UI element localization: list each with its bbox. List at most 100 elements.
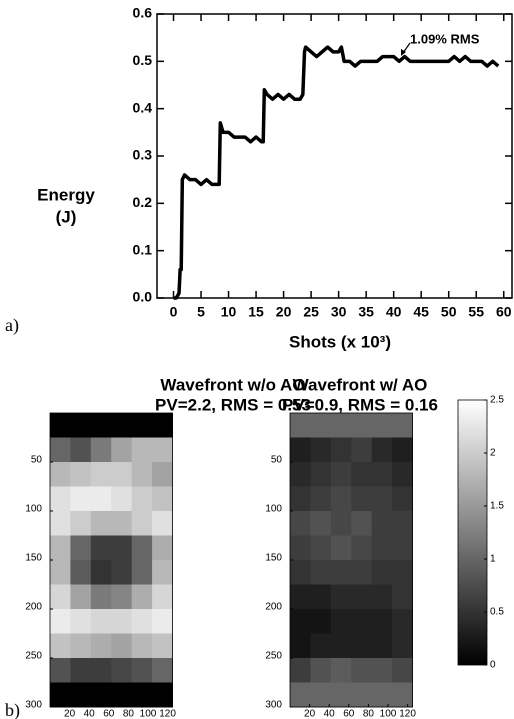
- y-tick-label: 0.6: [133, 5, 153, 21]
- y-tick-label: 150: [25, 553, 42, 564]
- heatmap-cell: [111, 633, 133, 659]
- heatmap-cell: [371, 658, 393, 683]
- heatmap-cell: [310, 462, 332, 487]
- y-tick-label: 100: [25, 504, 42, 515]
- panel-label: a): [5, 315, 19, 336]
- heatmap-cell: [50, 462, 71, 487]
- y-tick-label: 200: [25, 602, 42, 613]
- heatmap-cell: [90, 535, 112, 561]
- x-tick-label: 15: [248, 304, 264, 320]
- heatmap-cell: [392, 609, 413, 634]
- heatmap-cell: [290, 609, 311, 634]
- y-tick-label: 50: [271, 455, 283, 466]
- heatmap-cell: [50, 682, 71, 708]
- heatmap-cell: [111, 560, 133, 585]
- heatmap-cell: [351, 413, 373, 438]
- heatmap-cell: [330, 437, 352, 463]
- heatmap-cell: [290, 462, 311, 487]
- heatmap-cell: [290, 413, 311, 438]
- heatmap-cell: [310, 584, 332, 610]
- heatmap-cell: [131, 413, 153, 438]
- heatmap-cell: [70, 658, 92, 683]
- heatmap-cell: [351, 560, 373, 585]
- x-axis-label: Shots (x 10³): [289, 332, 391, 351]
- heatmap-cell: [371, 682, 393, 708]
- y-tick-label: 300: [265, 700, 282, 711]
- heatmap-cell: [90, 560, 112, 585]
- heatmap-cell: [330, 560, 352, 585]
- heatmap-cell: [392, 535, 413, 561]
- y-tick-label: 50: [31, 455, 43, 466]
- heatmap-cell: [371, 413, 393, 438]
- heatmap-cell: [90, 682, 112, 708]
- heatmap-cell: [152, 437, 173, 463]
- heatmap-cell: [310, 511, 332, 536]
- heatmap-cell: [50, 658, 71, 683]
- colorbar-tick-label: 0: [490, 660, 496, 671]
- heatmap-cell: [290, 535, 311, 561]
- colorbar: [457, 399, 488, 666]
- heatmap-cell: [330, 658, 352, 683]
- heatmap-cell: [70, 486, 92, 512]
- heatmap-cell: [351, 633, 373, 659]
- x-tick-label: 60: [496, 304, 512, 320]
- x-tick-label: 80: [363, 709, 375, 719]
- heatmap-cell: [131, 584, 153, 610]
- heatmap-cell: [50, 560, 71, 585]
- heatmap-cell: [371, 560, 393, 585]
- heatmap-cell: [70, 584, 92, 610]
- heatmap-cell: [330, 462, 352, 487]
- heatmap-cell: [371, 462, 393, 487]
- x-tick-label: 40: [386, 304, 402, 320]
- x-tick-label: 40: [84, 709, 96, 719]
- heatmap-cell: [131, 486, 153, 512]
- x-tick-label: 5: [197, 304, 205, 320]
- heatmap-cell: [392, 658, 413, 683]
- y-axis-label: (J): [56, 207, 77, 226]
- heatmap-cell: [392, 511, 413, 536]
- x-tick-label: 20: [304, 709, 316, 719]
- x-tick-label: 25: [303, 304, 319, 320]
- heatmap-cell: [330, 535, 352, 561]
- x-tick-label: 20: [64, 709, 76, 719]
- heatmap-cell: [351, 535, 373, 561]
- x-tick-label: 100: [140, 709, 157, 719]
- x-tick-label: 50: [441, 304, 457, 320]
- heatmap-cell: [310, 633, 332, 659]
- heatmap-cell: [371, 437, 393, 463]
- heatmap-cell: [90, 413, 112, 438]
- y-tick-label: 100: [265, 504, 282, 515]
- heatmap-cell: [70, 609, 92, 634]
- heatmap-cell: [310, 609, 332, 634]
- heatmap-cell: [290, 658, 311, 683]
- heatmap-cell: [152, 413, 173, 438]
- heatmap-cell: [392, 633, 413, 659]
- map-title: Wavefront w/o AO: [160, 375, 305, 394]
- heatmap-cell: [351, 486, 373, 512]
- heatmap-cell: [371, 511, 393, 536]
- heatmap-cell: [152, 633, 173, 659]
- heatmap-cell: [50, 413, 71, 438]
- heatmap-cell: [351, 609, 373, 634]
- heatmap-cell: [50, 535, 71, 561]
- y-tick-label: 250: [25, 651, 42, 662]
- heatmap-cell: [351, 584, 373, 610]
- heatmap-cell: [111, 535, 133, 561]
- x-tick-label: 0: [170, 304, 178, 320]
- heatmap-cell: [392, 437, 413, 463]
- heatmap-cell: [131, 535, 153, 561]
- heatmap-cell: [111, 584, 133, 610]
- x-tick-label: 120: [159, 709, 176, 719]
- heatmap-cell: [131, 682, 153, 708]
- heatmap-cell: [90, 511, 112, 536]
- heatmap-cell: [371, 584, 393, 610]
- heatmap-cell: [111, 462, 133, 487]
- y-tick-label: 200: [265, 602, 282, 613]
- heatmap-cell: [152, 682, 173, 708]
- heatmap-cell: [111, 511, 133, 536]
- heatmap-cell: [392, 560, 413, 585]
- x-tick-label: 60: [343, 709, 355, 719]
- colorbar-tick-label: 0.5: [490, 607, 504, 618]
- heatmap-cell: [351, 462, 373, 487]
